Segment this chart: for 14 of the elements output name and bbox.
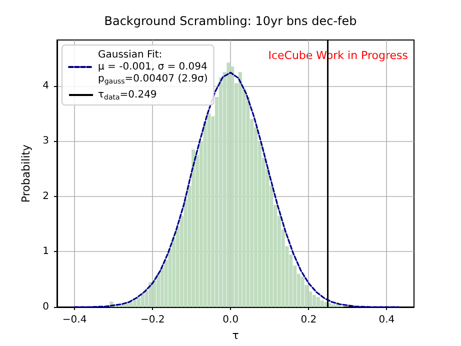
y-tick-label: 1 [42,246,49,258]
chart-title: Background Scrambling: 10yr bns dec-feb [104,14,357,28]
y-tick-label: 3 [42,136,49,147]
y-axis-title: Probability [20,144,33,203]
x-tick-label: 0.4 [378,314,395,326]
y-tick-label: 2 [42,190,49,202]
y-tick-label: 4 [42,80,49,92]
x-axis-title: τ [232,328,240,342]
y-tick-label: 0 [42,302,49,312]
x-tick-label: 0.2 [300,314,317,326]
line-series [74,72,400,308]
x-tick-label: 0.0 [222,314,239,326]
x-tick-label: −0.4 [62,314,87,326]
x-tick-label: −0.2 [140,314,165,326]
